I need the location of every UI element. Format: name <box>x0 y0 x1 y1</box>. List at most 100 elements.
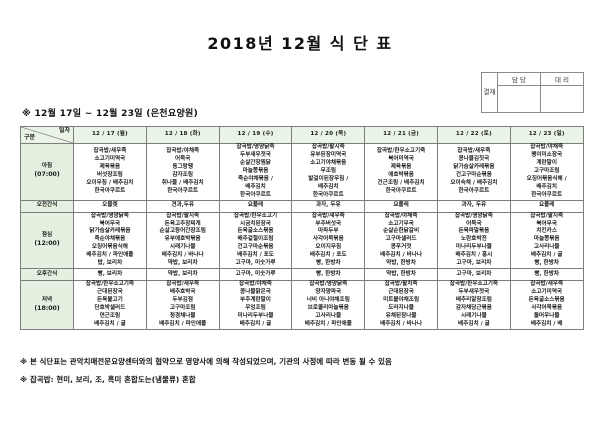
dish-item: 돈육불고기 <box>97 297 123 303</box>
dish-item: 치킨카스 <box>536 228 557 235</box>
menu-cell-1-5: 과자, 두유 <box>436 199 511 213</box>
dish-item: 잡곡밥/팥치죽 <box>384 281 418 288</box>
dish-item: 유부된장미역국 <box>310 151 347 158</box>
menu-cell-3-0: 빵, 보리차 <box>73 268 147 282</box>
dish-item: 약밥, 한방차 <box>386 270 416 277</box>
dish-item: 잡곡밥/영양닭죽 <box>236 144 275 150</box>
footnote-0: ※ 본 식단표는 관악치매전문요양센터와의 협약으로 영양사에 의해 작성되었으… <box>20 357 392 366</box>
menu-cell-0-4: 잡곡밥/한우소고기죽 북어미역국 제육볶음 애호박볶음 건근조림 / 배추김치 한국아쿠르… <box>364 143 438 201</box>
dish-item: 어묵국 <box>174 155 191 162</box>
menu-cell-0-2: 잡곡밥/영양닭죽 두부새우젓국 순살간장찜닭 마늘쫑볶음 죽순야채볶음 / 배추김치 한국아… <box>218 143 293 201</box>
dish-item: 오이숙채 / 배추김치 <box>450 179 498 186</box>
dish-item: 버섯장조림 <box>97 171 123 178</box>
dish-item: 고구마, 보리차 <box>456 260 492 267</box>
menu-cell-2-3: 잡곡밥/새우죽 부추버섯국 마파두부 사각어묵볶음 오이지무침 배추김치 / 포도 빵, 한… <box>291 211 366 270</box>
dish-item: 배추겉절이조림 <box>237 236 274 243</box>
corner-date-label: 일자 <box>58 127 70 135</box>
dish-item: 연근조림 <box>99 312 121 319</box>
menu-cell-4-6: 잡곡밥/새우죽 소고기미역국 돈육굴소스볶음 사각어묵볶음 돌머우나물 배추김치 / 배 <box>509 280 584 330</box>
dish-item: 시래기나물 <box>461 312 487 319</box>
dish-item: 마파두부 <box>317 228 339 235</box>
dish-item: 콩나물김칫국 <box>458 155 490 162</box>
dish-item: 잡곡밥/새우죽 <box>311 212 345 219</box>
dish-item: 빵, 한방차 <box>534 270 560 277</box>
dish-item: 부추버섯국 <box>315 220 342 227</box>
dish-item: 너비 아니야채조림 <box>306 297 350 303</box>
dish-item: 유부애호박볶음 <box>164 236 201 243</box>
dish-item: 근대된장국 <box>388 289 414 296</box>
dish-item: 두부새우젓국 <box>458 289 490 296</box>
row-time-0: (07:00) <box>34 171 60 179</box>
dish-item: 배추김치 / 바나나 <box>380 320 423 327</box>
dish-item: 한국아쿠르트 <box>94 187 126 194</box>
title-row: 2018년 12월 식 단 표 <box>14 0 586 60</box>
dish-item: 고구마샐러드 <box>385 236 417 243</box>
dish-item: 잡곡밥/새우죽 <box>93 147 127 154</box>
dish-item: 배추김치 / 파인애플 <box>304 320 352 327</box>
dish-item: 빵, 보리차 <box>97 270 123 277</box>
dish-item: 한국아쿠르트 <box>385 187 417 194</box>
dish-item: 잡곡밥/야채죽 <box>166 147 200 154</box>
dish-item: 고구마조림 <box>533 167 560 174</box>
dish-item: 건고구마순볶음 <box>455 171 492 178</box>
dish-item: 잡곡밥/한우소고기죽 <box>376 147 426 154</box>
dish-item: 잡곡밥/팥시죽 <box>311 144 345 150</box>
dish-item: 제육볶음 <box>99 163 121 170</box>
dish-item: 밥, 보리차 <box>97 260 123 267</box>
dish-item: 고사리나물 <box>315 312 342 319</box>
menu-row-1: 오전간식 오믈렛 견과,두유 요플레 과자, 두유 요플레 과자, 두유 요플레 <box>20 199 584 213</box>
dish-item: 요플레 <box>538 202 555 209</box>
dish-item: 빵, 한방차 <box>315 270 341 277</box>
dish-item: 배추김치 <box>536 183 557 190</box>
menu-row-4: 저녁 (18:00) 잡곡밥/한우소고기죽 근대된장국 돈육불고기 단호박샐러드 연근조림 배… <box>20 280 584 330</box>
dish-item: 양자양파국 <box>315 289 342 296</box>
row-time-4: (18:00) <box>34 304 60 312</box>
menu-cell-3-3: 빵, 한방차 <box>291 268 366 282</box>
menu-cell-2-2: 잡곡밥/한우소고기 시금치된장국 돈육굴소스볶음 배추겉절이조림 건고구마순볶음 배추김치… <box>218 211 293 270</box>
menu-cell-3-1: 약밥, 보리차 <box>145 268 220 282</box>
approval-signature-manager[interactable] <box>497 85 541 113</box>
dish-item: 브로콜리마늘볶음 <box>307 304 349 311</box>
dish-item: 오이지무침 <box>315 244 342 251</box>
dish-item: 한국아쿠르트 <box>312 191 344 198</box>
dish-item: 배추김치 / 파인애플 <box>86 252 134 259</box>
dish-item: 오믈렛 <box>102 202 118 209</box>
menu-table-body: 아침 (07:00) 잡곡밥/새우죽 소고기미역국 제육볶음 버섯장조림 오이무침 / 배추… <box>20 143 584 330</box>
menu-cell-1-3: 과자, 두유 <box>291 199 366 213</box>
approval-signature-deputy[interactable] <box>540 85 584 113</box>
dish-item: 요플레 <box>247 202 264 209</box>
dish-item: 돈육굴소스볶음 <box>237 228 274 235</box>
day-header-5: 12 / 22 (토) <box>436 126 511 144</box>
dish-item: 잡곡밥/야채죽 <box>384 212 418 219</box>
menu-table-wrap: 일자 구분 12 / 17 (월) 12 / 18 (화) 12 / 19 (수… <box>20 126 584 330</box>
dish-item: 소고기미역국 <box>94 155 126 162</box>
dish-item: 두부김점 <box>172 297 193 303</box>
dish-item: 오이무침 / 배추김치 <box>86 179 134 186</box>
dish-item: 닭가슴살카레볶음 <box>453 163 495 170</box>
footnotes: ※ 본 식단표는 관악치매전문요양센터와의 협약으로 영양사에 의해 작성되었으… <box>20 356 586 392</box>
day-header-2: 12 / 19 (수) <box>218 126 293 144</box>
dish-item: 닭가슴살카레볶음 <box>89 228 131 235</box>
row-label-3: 오후간식 <box>20 268 74 282</box>
menu-cell-2-1: 잡곡밥/팥지죽 돈육고추장찌개 순살고등어간장조림 유부애호박볶음 시래기나물 배추김치 … <box>145 211 220 270</box>
dish-item: 사각어묵볶음 <box>531 304 563 311</box>
dish-item: 청경채나물 <box>169 312 196 319</box>
dish-item: 잡곡밥/한우소고기죽 <box>449 281 499 288</box>
dish-item: 순살고등어간장조림 <box>159 228 206 235</box>
diagonal-divider-icon <box>21 127 73 143</box>
menu-table-head: 일자 구분 12 / 17 (월) 12 / 18 (화) 12 / 19 (수… <box>20 126 584 144</box>
dish-item: 배추김치 <box>317 183 339 190</box>
dish-item: 돌머우나물 <box>533 312 560 319</box>
dish-item: 오징어볶음식해 / <box>526 175 567 182</box>
dish-item: 북어무국 <box>536 220 557 227</box>
dish-item: 콩나물맑은국 <box>240 289 271 296</box>
dish-item: 한국아쿠르트 <box>240 191 271 198</box>
dish-item: 무조림 <box>320 167 337 174</box>
footnote-1: ※ 잡곡밥: 현미, 보리, 조, 흑미 혼합도는(냉물류) 혼합 <box>20 375 196 384</box>
dish-item: 배추김치 / 배 <box>530 320 563 327</box>
dish-item: 순살순한닭갈비 <box>383 228 420 235</box>
dish-item: 미트볼야채조림 <box>383 297 420 303</box>
approval-table: 결재 담 당 대 리 <box>481 72 584 113</box>
approval-box: 결재 담 당 대 리 <box>481 72 584 113</box>
day-header-6: 12 / 23 (일) <box>509 126 584 144</box>
